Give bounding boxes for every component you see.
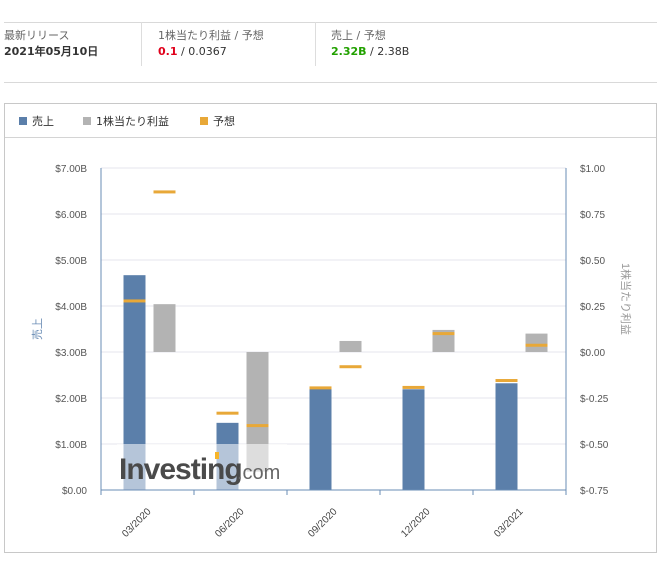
legend-swatch-revenue xyxy=(19,117,27,125)
left-axis-title: 売上 xyxy=(31,318,44,340)
right-axis-tick: $-0.50 xyxy=(580,440,609,451)
watermark-suffix: .com xyxy=(237,462,280,484)
legend-item-eps[interactable]: 1株当たり利益 xyxy=(83,113,169,129)
legend-item-revenue[interactable]: 売上 xyxy=(19,113,54,129)
legend-item-forecast[interactable]: 予想 xyxy=(200,113,235,129)
left-axis-tick: $6.00B xyxy=(55,210,87,221)
bars xyxy=(123,190,548,490)
earnings-chart: 売上 1株当たり利益 予想 Investing .com $7.00B $1.00 $… xyxy=(4,103,657,553)
x-axis-category-label: 03/2020 xyxy=(120,506,154,540)
right-axis-tick: $-0.75 xyxy=(580,486,609,497)
eps-actual: 0.1 xyxy=(158,45,178,58)
revenue-bar[interactable] xyxy=(402,389,425,490)
revenue-forecast-marker[interactable] xyxy=(309,386,332,390)
right-axis-tick: $0.50 xyxy=(580,256,605,267)
eps-summary-values: 0.1 / 0.0367 xyxy=(158,45,227,58)
revenue-actual: 2.32B xyxy=(331,45,367,58)
revenue-bar[interactable] xyxy=(123,275,146,490)
left-axis-tick: $5.00B xyxy=(55,256,87,267)
revenue-bar[interactable] xyxy=(309,388,332,490)
summary-separator xyxy=(141,22,142,66)
latest-release-label: 最新リリース xyxy=(4,29,70,42)
eps-summary: 1株当たり利益 / 予想 0.1 / 0.0367 xyxy=(158,28,264,70)
left-axis-tick: $4.00B xyxy=(55,302,87,313)
eps-forecast: 0.0367 xyxy=(188,45,227,58)
revenue-forecast-marker[interactable] xyxy=(123,299,146,303)
eps-bar[interactable] xyxy=(525,333,548,352)
left-axis-tick: $7.00B xyxy=(55,164,87,175)
latest-release-date: 2021年05月10日 xyxy=(4,45,99,58)
watermark-brand: Investing xyxy=(119,453,242,486)
eps-forecast-marker[interactable] xyxy=(246,424,269,428)
eps-bar[interactable] xyxy=(432,329,455,352)
summary-bottom-divider xyxy=(4,82,657,83)
eps-forecast-marker[interactable] xyxy=(432,332,455,336)
x-axis-category-label: 12/2020 xyxy=(399,506,433,540)
eps-bar[interactable] xyxy=(339,340,362,352)
legend-swatch-eps xyxy=(83,117,91,125)
right-axis-tick: $-0.25 xyxy=(580,394,609,405)
top-divider xyxy=(4,22,657,23)
eps-forecast-marker[interactable] xyxy=(153,190,176,194)
x-axis-category-label: 09/2020 xyxy=(306,506,340,540)
left-axis-tick: $1.00B xyxy=(55,440,87,451)
x-axis-category-label: 03/2021 xyxy=(492,506,526,540)
left-axis-tick: $0.00 xyxy=(62,486,87,497)
right-axis-tick: $0.75 xyxy=(580,210,605,221)
eps-summary-label: 1株当たり利益 / 予想 xyxy=(158,29,264,42)
summary-separator xyxy=(315,22,316,66)
latest-release: 最新リリース 2021年05月10日 xyxy=(4,28,98,70)
revenue-summary: 売上 / 予想 2.32B / 2.38B xyxy=(331,28,409,70)
left-axis-tick: $3.00B xyxy=(55,348,87,359)
revenue-summary-values: 2.32B / 2.38B xyxy=(331,45,410,58)
investing-watermark: Investing.com xyxy=(117,444,287,490)
chart-legend: 売上 1株当たり利益 予想 xyxy=(5,104,656,138)
revenue-summary-label: 売上 / 予想 xyxy=(331,29,386,42)
revenue-forecast-marker[interactable] xyxy=(495,379,518,383)
chart-plot: Investing.com $7.00B $1.00 $6.00B $0.75 $5.0… xyxy=(31,164,633,540)
right-axis-tick: $1.00 xyxy=(580,164,605,175)
eps-bar[interactable] xyxy=(153,304,176,352)
revenue-forecast-marker[interactable] xyxy=(402,385,425,389)
right-axis-tick: $0.00 xyxy=(580,348,605,359)
eps-forecast-marker[interactable] xyxy=(525,343,548,347)
eps-bar[interactable] xyxy=(246,352,269,472)
revenue-forecast-marker[interactable] xyxy=(216,411,239,415)
watermark-accent xyxy=(215,452,219,459)
left-axis-tick: $2.00B xyxy=(55,394,87,405)
x-axis-category-label: 06/2020 xyxy=(213,506,247,540)
revenue-forecast: 2.38B xyxy=(377,45,410,58)
right-axis-tick: $0.25 xyxy=(580,302,605,313)
eps-forecast-marker[interactable] xyxy=(339,365,362,369)
watermark-backdrop xyxy=(117,444,287,490)
revenue-bar[interactable] xyxy=(495,383,518,490)
legend-swatch-forecast xyxy=(200,117,208,125)
right-axis-title: 1株当たり利益 xyxy=(619,263,633,335)
earnings-summary: 最新リリース 2021年05月10日 1株当たり利益 / 予想 0.1 / 0.… xyxy=(0,22,661,72)
